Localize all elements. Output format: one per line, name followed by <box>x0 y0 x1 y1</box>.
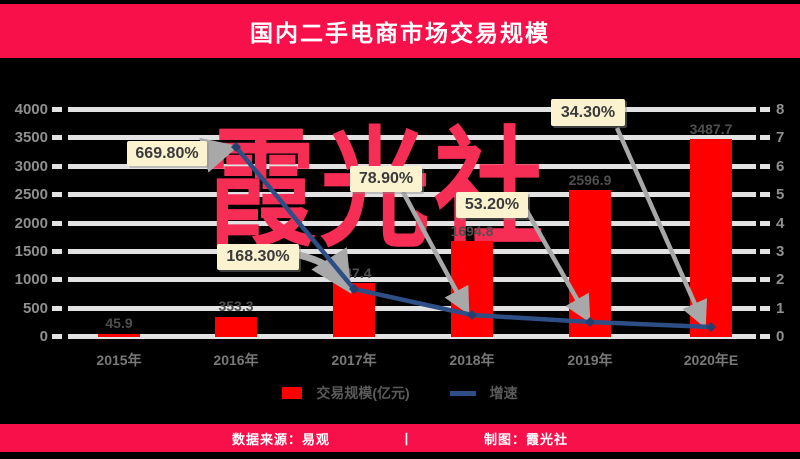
legend: 交易规模(亿元) 增速 <box>0 383 800 403</box>
y-axis-tick <box>52 277 62 282</box>
y2-axis-tick <box>760 135 770 140</box>
y2-axis-label: 8 <box>776 101 785 118</box>
gridline <box>68 107 756 112</box>
y2-axis-tick <box>760 249 770 254</box>
gridline <box>68 135 756 140</box>
gridline <box>68 306 756 311</box>
y2-axis-tick <box>760 192 770 197</box>
y-axis-label: 3500 <box>14 129 48 146</box>
y-axis-tick <box>52 164 62 169</box>
bar-2018 <box>451 241 493 337</box>
y2-axis-label: 3 <box>776 243 785 260</box>
y2-axis-label: 4 <box>776 215 785 232</box>
bar-2017 <box>333 283 375 337</box>
bar-value-label-2020: 3487.7 <box>689 121 733 137</box>
y-axis-tick <box>52 221 62 226</box>
title-banner: 国内二手电商市场交易规模 <box>0 4 800 58</box>
credit-label: 制图：霞光社 <box>484 431 569 447</box>
x-axis-label-2018: 2018年 <box>449 352 495 368</box>
y-axis-tick <box>52 334 62 339</box>
x-axis-label-2016: 2016年 <box>213 352 259 368</box>
bar-2016 <box>215 317 257 337</box>
y2-axis-tick <box>760 107 770 112</box>
data-source-label: 数据来源：易观 <box>231 431 330 447</box>
bar-2020 <box>690 139 732 337</box>
growth-callout-2020: 34.30% <box>551 99 625 126</box>
y-axis-label: 500 <box>22 300 48 317</box>
legend-bar-label: 交易规模(亿元) <box>316 385 410 401</box>
x-axis-label-2015: 2015年 <box>96 352 142 368</box>
y2-axis-label: 5 <box>776 186 785 203</box>
y-axis-label: 2000 <box>14 215 48 232</box>
y-axis-tick <box>52 306 62 311</box>
legend-bar-swatch <box>282 387 303 399</box>
y-axis-label: 3000 <box>14 158 48 175</box>
y2-axis-label: 0 <box>776 328 785 345</box>
y2-axis-tick <box>760 334 770 339</box>
y-axis-tick <box>52 192 62 197</box>
x-axis-label-2019: 2019年 <box>567 352 613 368</box>
x-axis-label-2020: 2020年E <box>683 352 739 368</box>
bar-2019 <box>569 190 611 337</box>
x-axis-label-2017: 2017年 <box>331 352 377 368</box>
growth-callout-2018: 78.90% <box>350 166 422 192</box>
bar-value-label-2019: 2596.9 <box>568 172 612 188</box>
y-axis-tick <box>52 249 62 254</box>
y-axis-label: 4000 <box>14 101 48 118</box>
y2-axis-label: 2 <box>776 271 785 288</box>
footer-divider: 丨 <box>399 431 414 447</box>
gridline <box>68 334 756 339</box>
bar-value-label-2018: 1694.8 <box>450 223 494 239</box>
gridline <box>68 277 756 282</box>
y2-axis-tick <box>760 221 770 226</box>
bar-value-label-2017: 947.4 <box>336 265 372 281</box>
page-title: 国内二手电商市场交易规模 <box>250 20 550 46</box>
y-axis-label: 1000 <box>14 271 48 288</box>
y2-axis-tick <box>760 306 770 311</box>
legend-line-label: 增速 <box>489 385 518 401</box>
y-axis-label: 2500 <box>14 186 48 203</box>
bar-value-label-2016: 353.3 <box>218 298 254 314</box>
y-axis-label: 0 <box>39 328 48 345</box>
footer-banner: 数据来源：易观 丨 制图：霞光社 <box>0 424 800 452</box>
bar-2015 <box>98 334 140 337</box>
bar-value-label-2015: 45.9 <box>105 315 133 331</box>
growth-callout-2019: 53.20% <box>456 192 528 218</box>
growth-callout-2016: 669.80% <box>127 141 207 166</box>
y-axis-tick <box>52 107 62 112</box>
y2-axis-label: 6 <box>776 158 785 175</box>
y2-axis-tick <box>760 164 770 169</box>
growth-callout-2017: 168.30% <box>217 244 299 270</box>
y-axis-tick <box>52 135 62 140</box>
legend-line-swatch <box>449 390 476 396</box>
y2-axis-tick <box>760 277 770 282</box>
y-axis-label: 1500 <box>14 243 48 260</box>
y2-axis-label: 1 <box>776 300 785 317</box>
y2-axis-label: 7 <box>776 129 785 146</box>
